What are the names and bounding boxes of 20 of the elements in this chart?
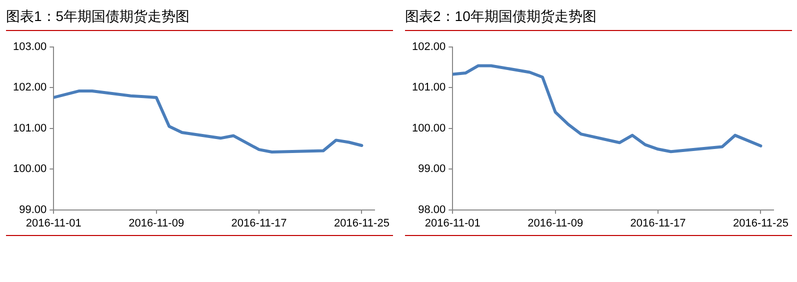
y-tick-label: 99.00 bbox=[19, 204, 47, 216]
y-tick-label: 100.00 bbox=[12, 163, 47, 176]
y-tick-label: 100.00 bbox=[412, 122, 446, 134]
x-tick-label: 2016-11-09 bbox=[528, 217, 584, 230]
x-tick-label: 2016-11-09 bbox=[128, 217, 184, 230]
y-tick-label: 101.00 bbox=[412, 82, 446, 94]
x-tick-label: 2016-11-25 bbox=[334, 217, 390, 230]
x-tick-label: 2016-11-01 bbox=[26, 217, 82, 230]
chart-title: 图表1：5年期国债期货走势图 bbox=[6, 6, 393, 31]
y-tick-label: 101.00 bbox=[12, 122, 47, 134]
x-tick-label: 2016-11-17 bbox=[630, 217, 686, 230]
y-tick-label: 102.00 bbox=[12, 82, 47, 94]
y-tick-label: 99.00 bbox=[418, 163, 446, 176]
x-tick-label: 2016-11-01 bbox=[424, 217, 480, 230]
y-tick-label: 98.00 bbox=[418, 204, 446, 216]
chart-title: 图表2：10年期国债期货走势图 bbox=[405, 6, 792, 31]
x-tick-label: 2016-11-25 bbox=[732, 217, 788, 230]
x-tick-label: 2016-11-17 bbox=[231, 217, 287, 230]
y-tick-label: 102.00 bbox=[412, 41, 446, 54]
y-tick-label: 103.00 bbox=[12, 41, 47, 54]
